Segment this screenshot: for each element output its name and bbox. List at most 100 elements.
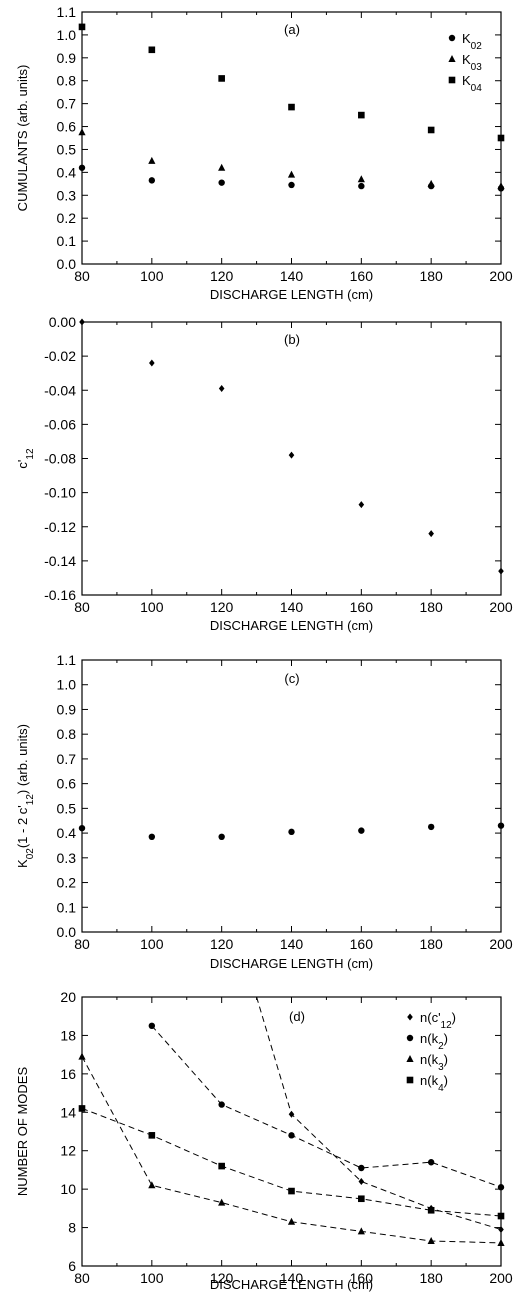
legend-label: n(k2) — [420, 1031, 448, 1052]
y-axis-label: CUMULANTS (arb. units) — [15, 65, 30, 212]
y-tick-label: 0.2 — [57, 210, 77, 226]
chart-panel-a: 80 100 120 140 160 180 200 0.0 0.1 0.2 0.3 0.4 0.5 0.… — [15, 4, 513, 302]
x-tick-label: 80 — [74, 268, 90, 284]
y-tick-label: 0.7 — [57, 96, 77, 112]
y-tick-label: 0.8 — [57, 73, 77, 89]
data-point — [218, 1101, 225, 1108]
y-tick-label: 1.1 — [57, 4, 77, 20]
y-tick-label: 0.4 — [57, 825, 77, 841]
y-tick-label: -0.08 — [44, 451, 76, 467]
data-point — [218, 75, 225, 82]
data-point — [497, 134, 505, 142]
legend-marker — [406, 1076, 414, 1084]
chart-panel-c: 80 100 120 140 160 180 200 0.0 0.1 0.2 0.3 0.4 0.5 0.… — [15, 652, 513, 971]
plot-frame — [81, 996, 502, 1267]
x-axis-label: DISCHARGE LENGTH (cm) — [210, 618, 373, 633]
x-tick-label: 100 — [140, 599, 164, 615]
y-tick-label: -0.16 — [44, 587, 76, 603]
data-point — [288, 181, 295, 189]
chart-panel-b: 80 100 120 140 160 180 200 0.00 -0.02 -0.04 -0.06 -… — [15, 314, 513, 633]
y-tick-label: -0.12 — [44, 519, 76, 535]
data-point — [427, 823, 435, 831]
data-point — [288, 1187, 295, 1195]
legend-label: K04 — [462, 73, 482, 94]
y-tick-label: -0.10 — [44, 485, 76, 501]
y-tick-label: 18 — [60, 1027, 76, 1043]
panel-label: (a) — [284, 22, 300, 37]
data-point — [288, 1110, 295, 1118]
y-tick-label: 0.5 — [57, 800, 77, 816]
data-point — [218, 833, 225, 840]
legend-label: n(k3) — [420, 1052, 448, 1073]
legend: n(c'12)n(k2)n(k3)n(k4) — [406, 1010, 456, 1094]
data-point — [358, 827, 365, 834]
series-triangle — [78, 1052, 505, 1246]
series-line — [81, 1107, 502, 1217]
series-diamond — [79, 318, 504, 575]
y-tick-label: -0.14 — [44, 553, 76, 569]
data-point — [148, 1132, 156, 1139]
panel-label: (b) — [284, 332, 300, 347]
x-tick-label: 80 — [74, 1270, 90, 1286]
y-tick-label: 0.6 — [57, 119, 77, 135]
series-line — [151, 1025, 502, 1188]
data-point — [78, 824, 86, 832]
data-point — [357, 175, 365, 183]
data-point — [427, 1159, 435, 1166]
y-axis-label: K02(1 - 2 c'12) (arb. units) — [15, 724, 36, 868]
x-tick-label: 180 — [419, 936, 443, 952]
data-point — [427, 179, 435, 187]
data-point — [358, 182, 365, 190]
data-point — [78, 164, 86, 171]
data-point — [497, 182, 505, 190]
legend-marker — [448, 55, 456, 62]
data-point — [287, 1217, 296, 1225]
data-point — [148, 46, 156, 54]
data-point — [357, 1227, 365, 1235]
data-point — [218, 385, 225, 393]
data-point — [79, 318, 85, 326]
y-tick-label: 16 — [60, 1066, 76, 1082]
data-point — [498, 1225, 504, 1233]
x-tick-label: 200 — [489, 268, 513, 284]
data-point — [148, 177, 156, 184]
y-tick-label: 0.1 — [57, 233, 77, 249]
series-diamond — [256, 996, 504, 1233]
x-tick-label: 200 — [489, 936, 513, 952]
x-axis-label: DISCHARGE LENGTH (cm) — [210, 287, 373, 302]
data-point — [288, 103, 295, 111]
y-tick-label: -0.06 — [44, 416, 76, 432]
y-tick-label: 0.1 — [57, 899, 77, 915]
plot-frame — [81, 11, 502, 265]
data-point — [218, 163, 226, 171]
data-point — [497, 1212, 505, 1220]
data-point — [149, 359, 155, 367]
y-tick-label: 20 — [60, 989, 76, 1005]
y-tick-label: 1.1 — [57, 652, 77, 668]
data-point — [148, 1022, 156, 1030]
y-tick-label: 0.2 — [57, 875, 77, 891]
legend-label: n(k4) — [420, 1073, 448, 1094]
data-point — [78, 23, 86, 31]
y-tick-label: 0.3 — [57, 187, 77, 203]
x-tick-label: 120 — [210, 936, 234, 952]
y-tick-label: 0.6 — [57, 776, 77, 792]
series-square — [78, 23, 505, 142]
y-tick-label: -0.04 — [44, 382, 76, 398]
x-tick-label: 160 — [350, 936, 374, 952]
data-point — [78, 1052, 86, 1060]
data-point — [358, 1195, 365, 1203]
data-point — [288, 451, 295, 459]
data-point — [498, 567, 504, 575]
y-tick-label: 1.0 — [57, 27, 77, 43]
y-tick-label: 0.3 — [57, 850, 77, 866]
y-tick-label: 12 — [60, 1143, 76, 1159]
data-point — [497, 1184, 505, 1191]
x-tick-label: 180 — [419, 1270, 443, 1286]
y-tick-label: 6 — [68, 1258, 76, 1274]
x-tick-label: 160 — [350, 599, 374, 615]
y-tick-label: 0.00 — [49, 314, 76, 330]
data-point — [497, 1238, 505, 1246]
x-axis-label: DISCHARGE LENGTH (cm) — [210, 956, 373, 971]
